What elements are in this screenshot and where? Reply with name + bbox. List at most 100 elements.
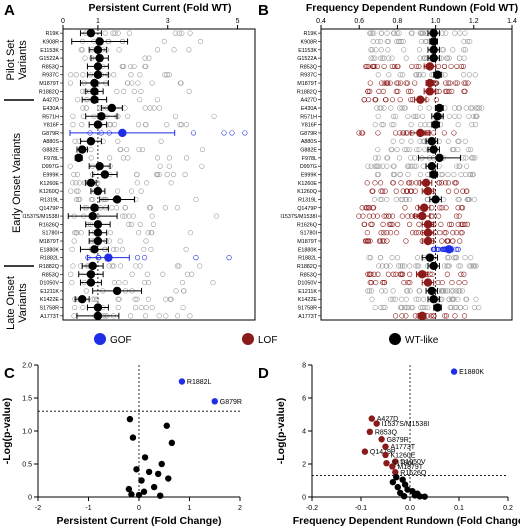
panel-a-category-label: E430A (43, 106, 60, 112)
panel-a-category-label: G882E (42, 148, 59, 154)
panel-a-replicate-point (197, 38, 204, 45)
panel-b-category-label: R853Q (300, 272, 317, 278)
panel-d-xtick-label: -0.2 (306, 505, 318, 512)
panel-d-data-point (411, 492, 419, 499)
panel-b-replicate-point (403, 55, 409, 61)
panel-b-replicate-point (446, 88, 452, 94)
panel-b-replicate-point (463, 80, 469, 86)
panel-b-replicate-point (460, 221, 466, 227)
panel-a-mean-point (90, 245, 99, 254)
panel-b-mean-point (425, 253, 435, 262)
panel-b-replicate-point (391, 171, 398, 178)
panel-b-replicate-point (456, 113, 462, 119)
panel-b-replicate-point (368, 255, 374, 261)
panel-d-data-point (392, 458, 399, 465)
panel-b-replicate-point (465, 146, 471, 153)
panel-b-replicate-point (368, 55, 374, 61)
panel-a-replicate-point (168, 296, 174, 302)
panel-b-replicate-point (375, 130, 381, 136)
panel-b-replicate-point (361, 97, 367, 103)
panel-a-replicate-point (166, 163, 172, 169)
panel-a-replicate-point (77, 196, 83, 203)
panel-b-category-label: A427D (301, 98, 318, 104)
panel-a-mean-point (78, 295, 87, 304)
panel-a-replicate-point (115, 296, 121, 302)
panel-a-mean-point (93, 220, 103, 229)
panel-b-mean-point (425, 62, 435, 71)
legend-wt-marker (389, 333, 401, 345)
panel-b-replicate-point (388, 221, 394, 227)
panel-b-replicate-point (375, 271, 381, 277)
panel-b-replicate-point (444, 55, 450, 61)
panel-b-replicate-point (450, 288, 456, 294)
panel-a-replicate-point (179, 279, 186, 286)
panel-b-replicate-point (447, 80, 453, 86)
panel-a-replicate-point (122, 105, 128, 111)
panel-b-replicate-point (445, 180, 452, 186)
panel-b-replicate-point (390, 30, 397, 36)
panel-b-replicate-point (415, 296, 422, 302)
panel-b-replicate-point (384, 155, 391, 161)
panel-b-mean-point (419, 203, 429, 212)
panel-a-replicate-point (157, 163, 163, 169)
panel-b-replicate-point (389, 55, 395, 61)
panel-b-replicate-point (451, 130, 457, 136)
panel-a-replicate-point (83, 288, 89, 294)
panel-b-replicate-point (424, 196, 431, 203)
panel-d-data-point (416, 493, 423, 500)
panel-c-ylabel: -Log(p-value) (1, 398, 13, 465)
panel-b-replicate-point (393, 188, 399, 194)
panel-a-replicate-point (141, 255, 148, 261)
panel-b-replicate-point (471, 263, 477, 269)
panel-b-category-label: R571H (300, 114, 317, 120)
panel-a-replicate-point (70, 180, 76, 186)
panel-d-ylabel: -Log(p-value) (275, 398, 287, 465)
panel-a-mean-point (104, 253, 113, 262)
panel-letter-b: B (258, 2, 269, 19)
panel-b-replicate-point (369, 47, 375, 53)
panel-a-replicate-point (173, 288, 179, 294)
panel-b-replicate-point (425, 171, 431, 178)
panel-a-replicate-point (75, 196, 82, 203)
panel-b-replicate-point (431, 313, 437, 319)
panel-a-replicate-point (178, 80, 184, 86)
panel-a-replicate-point (133, 263, 139, 269)
panel-b-replicate-point (436, 88, 442, 94)
panel-b-replicate-point (398, 80, 404, 86)
panel-b-replicate-point (439, 279, 445, 286)
panel-a-replicate-point (73, 196, 80, 203)
panel-b-replicate-point (396, 155, 403, 161)
panel-b-replicate-point (390, 296, 396, 302)
panel-b-replicate-point (413, 296, 419, 302)
panel-a-replicate-point (149, 213, 155, 219)
panel-b-mean-point (425, 78, 435, 88)
panel-b-replicate-point (467, 38, 473, 45)
panel-b-mean-point (423, 220, 433, 229)
panel-a-replicate-point (172, 30, 178, 36)
panel-b-replicate-point (418, 38, 425, 45)
panel-a-replicate-point (128, 72, 134, 78)
panel-b-replicate-point (393, 230, 400, 236)
panel-a-replicate-point (67, 80, 73, 86)
panel-d-point-label: D1050V (400, 459, 426, 466)
panel-b-category-label: K1260E (298, 181, 318, 187)
panel-b-replicate-point (417, 72, 423, 78)
panel-a-replicate-point (142, 279, 148, 286)
panel-d-xtick-label: 0.2 (503, 505, 513, 512)
panel-b-replicate-point (468, 105, 474, 111)
panel-b-replicate-point (455, 246, 461, 252)
panel-b-replicate-point (401, 47, 407, 53)
panel-b-replicate-point (473, 263, 479, 269)
panel-b-replicate-point (447, 304, 453, 311)
panel-b-mean-point (416, 128, 425, 138)
panel-a-mean-point (90, 95, 99, 104)
panel-b-replicate-point (455, 296, 461, 302)
panel-b-replicate-point (378, 304, 384, 311)
panel-b-replicate-point (472, 72, 478, 78)
panel-a-category-label: K908R (43, 39, 60, 45)
panel-b-replicate-point (449, 279, 455, 286)
panel-a-replicate-point (149, 304, 155, 311)
panel-a-replicate-point (176, 30, 182, 36)
panel-a-replicate-point (114, 188, 121, 194)
panel-c-data-point (140, 488, 148, 495)
